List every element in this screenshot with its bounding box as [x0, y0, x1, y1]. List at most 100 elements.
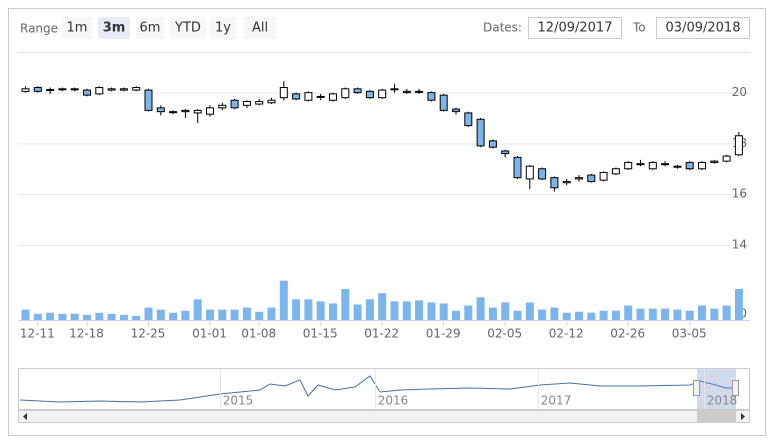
candle-body	[685, 161, 694, 170]
navigator	[18, 368, 750, 410]
navigator-label: 2015	[223, 394, 254, 408]
candle-body	[476, 118, 485, 147]
candle-body	[722, 155, 731, 162]
volume-bar	[513, 310, 522, 320]
handle[interactable]	[732, 380, 739, 396]
range-button-label: 1y	[215, 21, 231, 36]
candle-body	[673, 165, 682, 168]
to-input[interactable]	[656, 17, 750, 39]
range-button-label: 6m	[140, 21, 161, 36]
candle-body	[698, 161, 706, 170]
y-tick-label: 14	[732, 237, 747, 251]
volume-bar	[439, 303, 448, 320]
navigator-label: 2017	[541, 394, 572, 408]
candle-body	[734, 135, 743, 156]
navigator-labels: 2015 2016 2017 2018	[220, 369, 737, 409]
volume-bar	[156, 309, 165, 320]
candle-body	[525, 165, 534, 180]
volume-bar	[341, 288, 350, 320]
volume-bar	[464, 305, 473, 320]
range-button[interactable]	[136, 17, 164, 39]
y-tick-label: 20	[732, 85, 747, 99]
volume-bar	[267, 307, 276, 320]
range-button[interactable]	[170, 17, 206, 39]
x-tick-label: 12-11	[20, 327, 55, 341]
candle-body	[292, 93, 301, 100]
candle-body	[353, 88, 362, 94]
candle-body	[562, 180, 571, 184]
candle-body	[402, 90, 411, 94]
volume-bar	[452, 310, 460, 320]
candle-body	[144, 89, 153, 111]
candle-body	[46, 89, 55, 92]
volume-bar	[476, 297, 485, 320]
from-input[interactable]	[528, 17, 622, 39]
candle-body	[58, 88, 67, 91]
x-tick-label: 02-05	[487, 327, 522, 341]
candle-body	[661, 163, 670, 166]
x-tick-label: 02-12	[549, 327, 584, 341]
x-tick-label: 03-05	[672, 327, 707, 341]
volume-bar	[587, 312, 596, 320]
volume-bar	[169, 312, 178, 320]
candle-body	[83, 89, 91, 96]
candle-body	[181, 109, 190, 113]
range-button-label: 1m	[67, 21, 88, 36]
scrollbar-thumb[interactable]	[697, 411, 736, 422]
x-tick-label: 02-26	[610, 327, 645, 341]
candle-body	[316, 95, 325, 98]
volume-bar	[70, 313, 79, 320]
volume-bar	[378, 293, 387, 320]
candle-body	[193, 109, 202, 114]
candle-body	[611, 168, 620, 175]
candle-body	[33, 87, 42, 92]
volume-bar	[685, 310, 694, 320]
navigator-mask[interactable]	[697, 369, 736, 409]
volume-bar	[415, 300, 424, 320]
candle-body	[464, 112, 473, 127]
volume-bar	[83, 314, 91, 320]
volume-bar	[365, 299, 374, 320]
volume-bar	[722, 305, 731, 320]
candle-body	[624, 161, 633, 170]
volume-bar	[304, 299, 313, 320]
volume-bar	[316, 301, 325, 320]
volume	[21, 280, 743, 320]
range-button[interactable]	[62, 17, 92, 39]
candle-body	[710, 160, 719, 163]
volume-bar	[46, 312, 55, 320]
candle-body	[513, 156, 522, 179]
volume-bar	[648, 308, 657, 320]
candle-body	[365, 90, 374, 99]
candle-body	[255, 101, 264, 105]
x-tick-label: 01-29	[426, 327, 461, 341]
candle-body	[587, 174, 596, 182]
handle[interactable]	[693, 380, 700, 396]
range-button[interactable]	[98, 17, 130, 39]
volume-bar	[181, 310, 190, 320]
candle-body	[501, 150, 510, 155]
candle-body	[550, 177, 559, 189]
candle-body	[107, 88, 116, 91]
candle-body	[575, 177, 583, 180]
candle-body	[242, 101, 251, 106]
y-tick-label: 16	[732, 187, 747, 201]
candle-body	[279, 87, 288, 99]
candle-body	[427, 92, 436, 101]
range-button[interactable]	[210, 17, 236, 39]
candle-body	[648, 161, 657, 170]
to-label: To	[632, 21, 646, 35]
volume-bar	[119, 314, 128, 320]
range-label: Range	[20, 22, 58, 36]
range-button[interactable]	[244, 17, 276, 39]
volume-bar	[624, 305, 633, 320]
volume-bar	[636, 308, 645, 320]
volume-bar	[144, 307, 153, 320]
candle-body	[636, 163, 645, 166]
volume-bar	[95, 312, 104, 320]
volume-bar	[279, 280, 288, 320]
volume-bar	[353, 304, 362, 320]
x-tick-label: 01-22	[364, 327, 399, 341]
volume-bar	[599, 310, 608, 320]
scrollbar[interactable]	[18, 410, 750, 423]
